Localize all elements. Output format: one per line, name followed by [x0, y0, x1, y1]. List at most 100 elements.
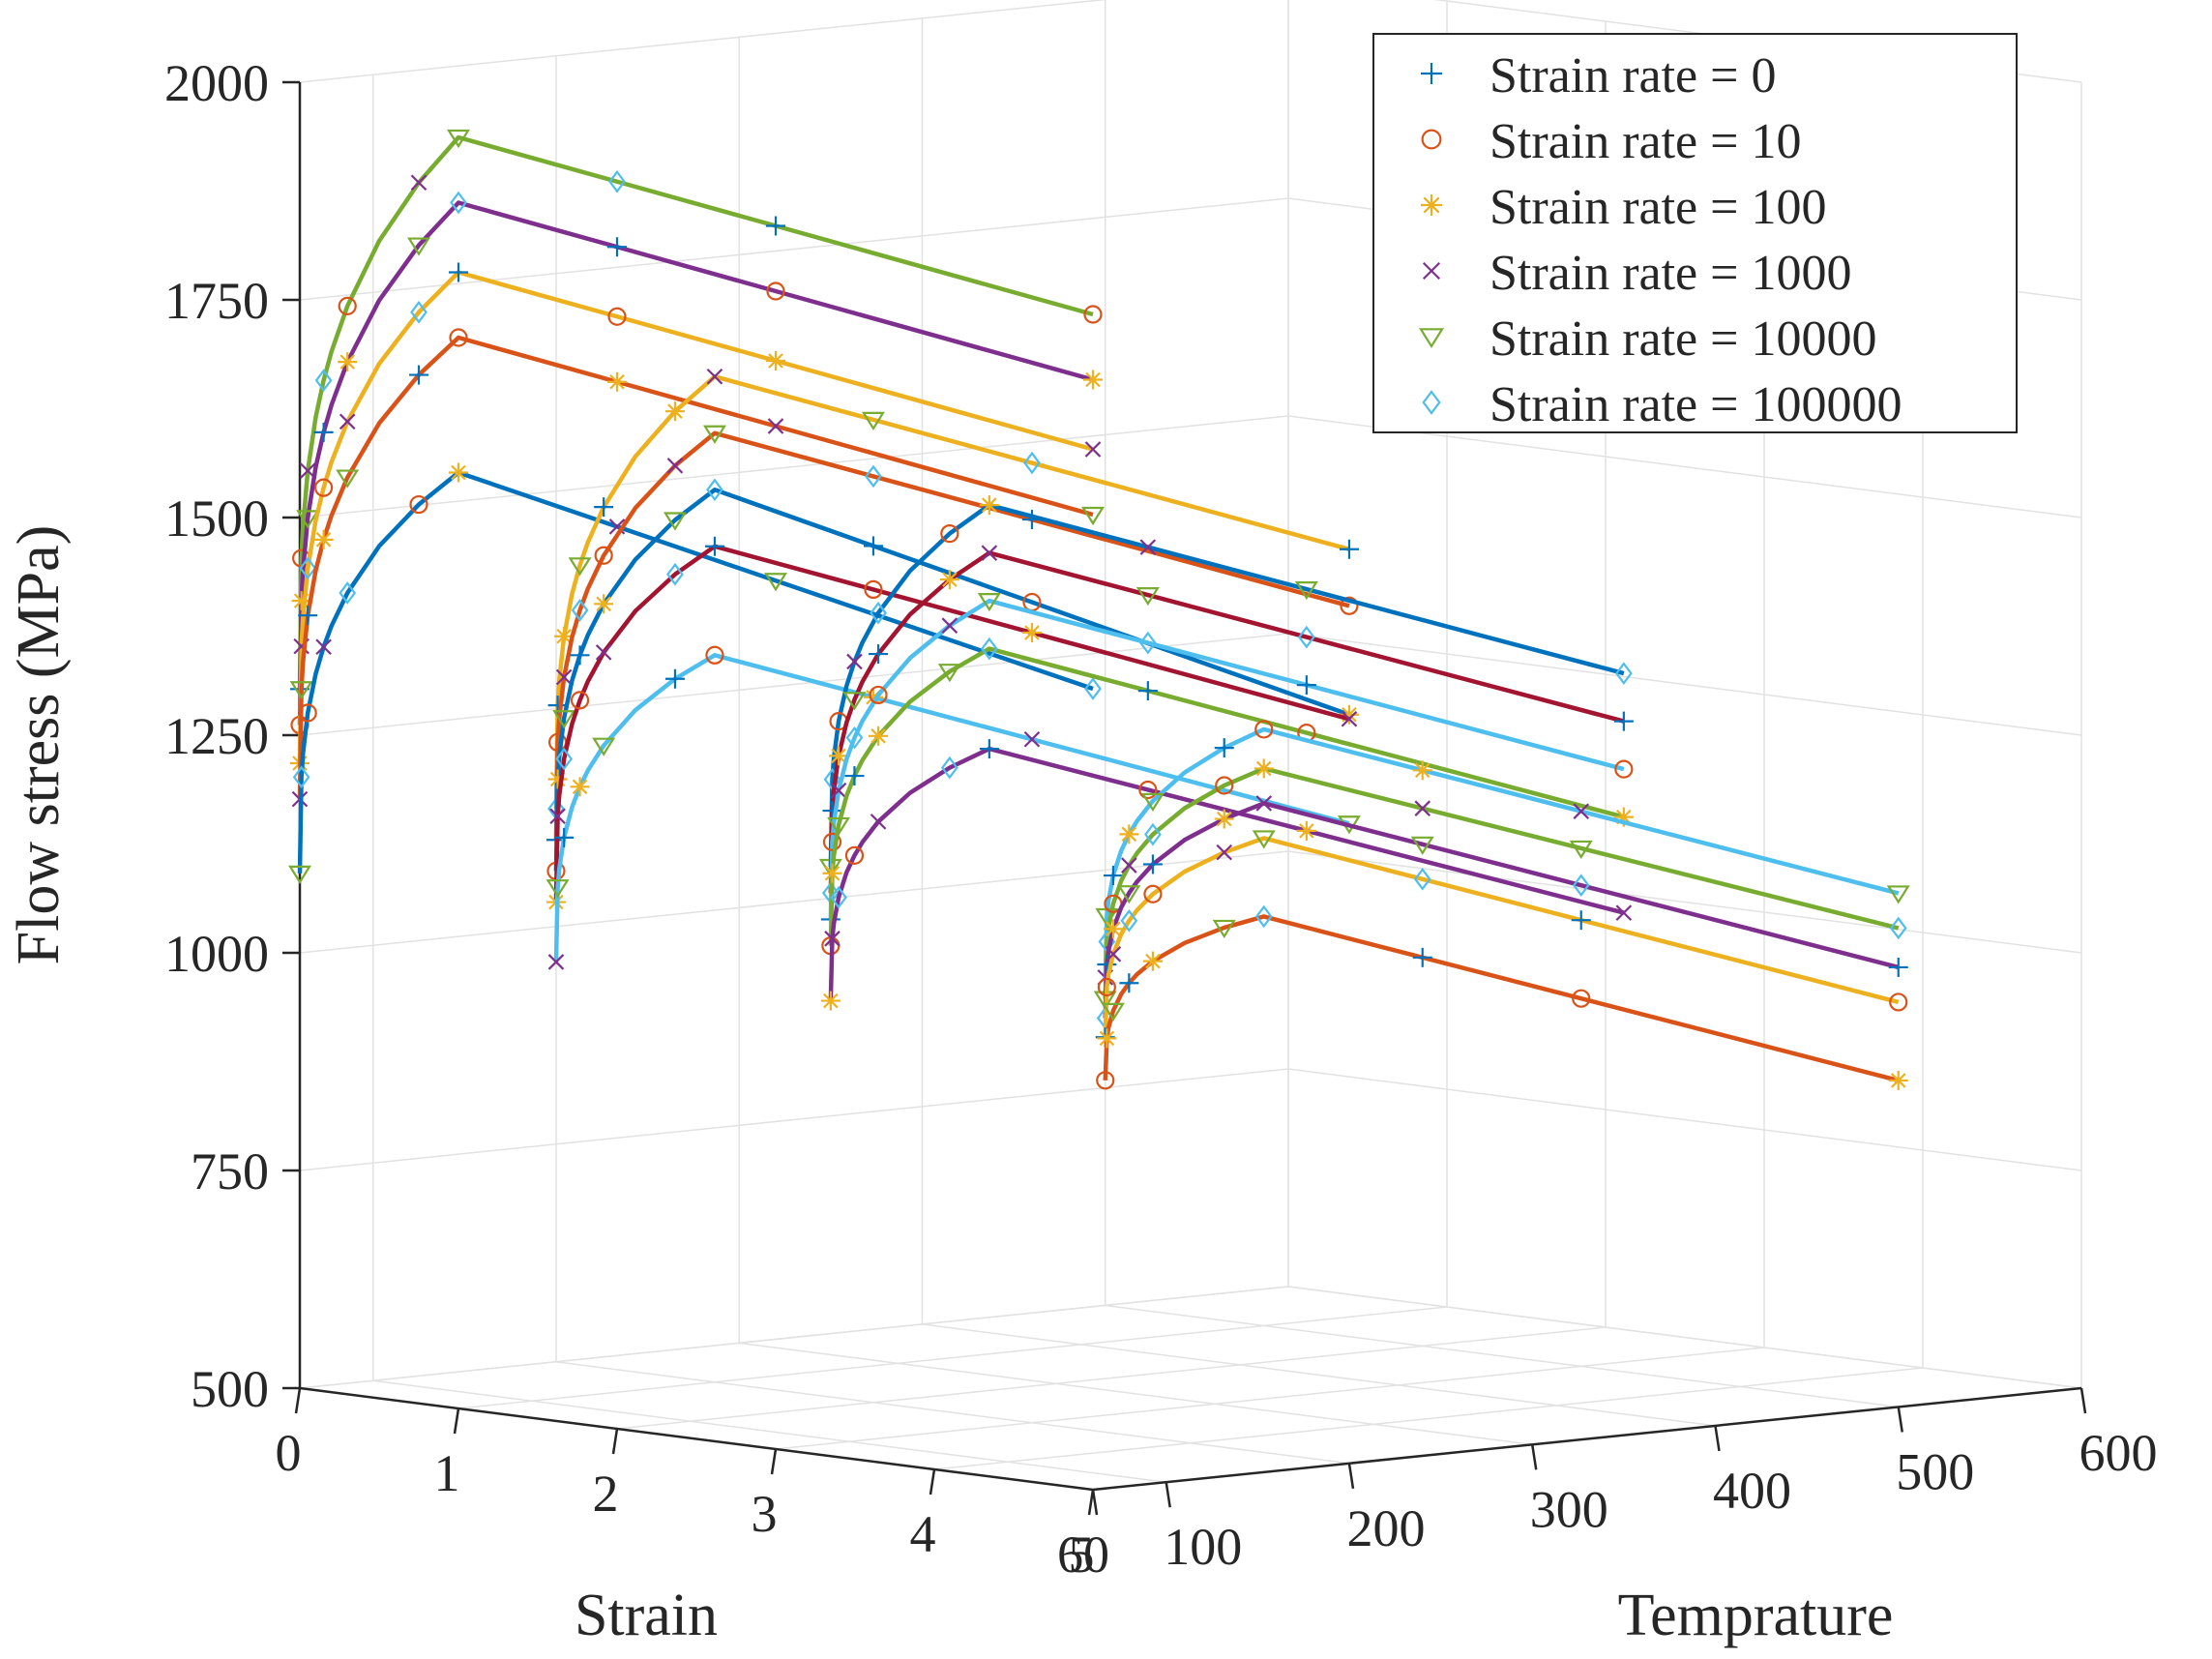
- data-point: [410, 300, 428, 324]
- data-point: [570, 777, 590, 797]
- data-point: [846, 653, 863, 670]
- grid-line-back-wall: [299, 1068, 1289, 1171]
- data-point: [941, 617, 959, 634]
- data-point: [1888, 957, 1908, 977]
- series-line: [553, 488, 1350, 872]
- z-tick-label: 500: [191, 1360, 269, 1418]
- data-point: [1143, 884, 1163, 904]
- data-point: [1097, 977, 1116, 997]
- grid-line-side-wall: [1287, 633, 2082, 736]
- data-point: [1573, 803, 1590, 819]
- series-curve: [290, 262, 1102, 774]
- grid-line-back-wall: [299, 0, 1107, 83]
- y-tick-label: 60: [1057, 1526, 1109, 1584]
- data-point: [549, 808, 566, 824]
- data-point: [844, 845, 865, 865]
- data-point: [664, 401, 685, 422]
- data-point: [1297, 625, 1315, 649]
- data-point: [315, 638, 332, 656]
- data-point: [1341, 710, 1358, 727]
- data-point: [1413, 867, 1431, 891]
- data-point: [981, 545, 998, 561]
- grid-line-back-wall: [299, 415, 1289, 518]
- data-point: [705, 645, 724, 665]
- data-point: [1414, 800, 1431, 816]
- z-tick-label: 1250: [164, 707, 269, 765]
- data-point: [870, 601, 887, 625]
- data-point: [1138, 631, 1157, 655]
- data-point: [844, 766, 865, 786]
- grid-line-back-wall: [299, 850, 1289, 954]
- y-tick-mark: [1347, 1463, 1355, 1489]
- grid-line-side-wall: [1287, 850, 2082, 954]
- data-point: [1253, 758, 1274, 779]
- legend-label: Strain rate = 10000: [1489, 311, 1876, 367]
- data-point: [1340, 596, 1359, 615]
- data-point: [338, 352, 358, 372]
- data-point: [706, 368, 723, 385]
- grid-line-floor: [616, 1326, 1607, 1430]
- data-point: [1572, 874, 1590, 898]
- series-curve: [546, 425, 1359, 850]
- grid-line-floor: [739, 1342, 1533, 1446]
- series-line: [297, 134, 1094, 690]
- data-point: [664, 668, 685, 689]
- series-curve: [1093, 758, 1907, 1010]
- data-point: [666, 562, 684, 586]
- x-tick-label: 4: [910, 1505, 936, 1563]
- data-point: [595, 644, 612, 661]
- data-point: [1412, 760, 1432, 781]
- data-point: [842, 692, 867, 711]
- data-point: [1084, 677, 1102, 700]
- data-point: [547, 769, 568, 789]
- series-curve: [547, 368, 1359, 820]
- y-tick-mark: [1714, 1425, 1721, 1452]
- series-curve: [288, 462, 1102, 884]
- data-point: [288, 865, 311, 884]
- data-point: [766, 216, 785, 236]
- series-line: [828, 746, 1625, 1001]
- series-curve: [290, 129, 1103, 699]
- data-point: [869, 644, 889, 665]
- data-point: [1103, 866, 1123, 886]
- data-point: [1142, 951, 1163, 971]
- data-point: [298, 606, 318, 626]
- data-point: [313, 422, 334, 442]
- data-point: [861, 411, 885, 430]
- z-tick-label: 1500: [164, 489, 269, 548]
- data-point: [979, 739, 999, 759]
- series-line: [828, 598, 1625, 920]
- data-point: [292, 765, 310, 789]
- data-point: [1135, 587, 1160, 607]
- grid-line-floor: [933, 1367, 1924, 1470]
- y-axis-line: [1092, 1386, 2082, 1492]
- y-tick-label: 100: [1164, 1518, 1242, 1576]
- data-point: [1569, 840, 1593, 860]
- legend-label: Strain rate = 0: [1489, 48, 1776, 104]
- data-point: [554, 827, 575, 847]
- data-point: [1296, 675, 1316, 696]
- y-axis-title: Temprature: [1618, 1583, 1894, 1648]
- series-line: [297, 335, 1094, 800]
- legend-marker: [1422, 261, 1441, 281]
- series-line: [1103, 836, 1900, 1038]
- data-point: [1889, 916, 1907, 940]
- data-point: [764, 573, 787, 592]
- z-tick-label: 750: [191, 1142, 269, 1200]
- data-point: [977, 593, 1001, 612]
- data-point: [552, 710, 576, 729]
- data-point: [766, 281, 785, 301]
- legend-marker: [1421, 63, 1442, 84]
- data-point: [554, 626, 575, 646]
- data-point: [1613, 711, 1634, 731]
- data-point: [555, 747, 574, 771]
- data-point: [1139, 539, 1157, 555]
- series-line: [297, 200, 1094, 726]
- x-tick-mark: [294, 1387, 302, 1414]
- data-point: [1339, 704, 1359, 725]
- data-point: [1097, 1028, 1117, 1049]
- data-point: [820, 991, 841, 1011]
- data-point: [1412, 947, 1432, 967]
- series-curve: [821, 545, 1634, 905]
- data-point: [865, 464, 882, 489]
